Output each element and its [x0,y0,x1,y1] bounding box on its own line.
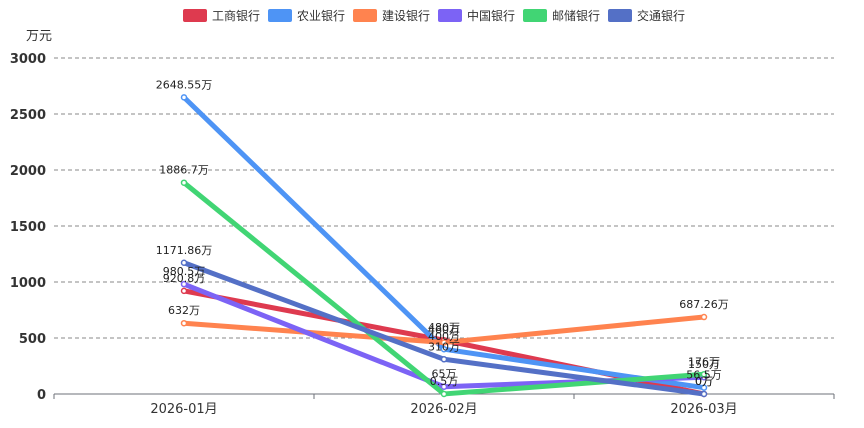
data-label: 2648.55万 [156,78,213,91]
y-tick-label: 1000 [10,276,46,291]
x-tick-label: 2026-03月 [670,402,737,417]
data-point[interactable] [440,383,448,390]
legend-item[interactable]: 中国银行 [438,8,515,23]
legend-item[interactable]: 邮储银行 [523,8,600,23]
legend-item[interactable]: 交通银行 [608,8,685,23]
legend-item[interactable]: 农业银行 [268,9,345,23]
data-label: 1171.86万 [156,244,213,257]
data-label: 0万 [695,375,713,388]
data-point[interactable] [440,390,448,398]
data-point[interactable] [700,313,708,321]
data-label: 176万 [688,355,720,368]
y-tick-label: 2500 [10,108,46,123]
y-tick-label: 1500 [10,220,46,235]
data-point[interactable] [700,384,708,391]
data-point[interactable] [440,356,448,363]
data-label: 687.26万 [679,298,729,311]
legend-swatch [268,9,292,22]
data-point[interactable] [700,390,708,398]
grid-lines [54,57,834,339]
y-axis: 0 500 1000 1500 2000 2500 3000 [10,52,46,403]
data-label: 980.5万 [163,265,206,278]
legend: 工商银行 农业银行 建设银行 中国银行 邮储银行 交通银行 [183,8,685,23]
data-label: 0万 [695,375,713,388]
data-point[interactable] [180,259,188,267]
legend-swatch [523,9,547,22]
y-tick-label: 0 [37,388,46,403]
data-label: 400万 [428,330,460,343]
x-axis: 2026-01月 2026-02月 2026-03月 [53,393,835,417]
legend-label: 工商银行 [212,8,260,23]
data-label: 632万 [168,304,200,317]
data-label: 920.8万 [163,272,206,285]
legend-item[interactable]: 工商银行 [183,8,260,23]
data-label: 150万 [688,358,720,371]
data-label: 460万 [428,323,460,336]
data-point[interactable] [440,345,448,353]
legend-label: 农业银行 [297,9,345,23]
data-label: 480万 [428,321,460,334]
data-labels: 920.8万 480万 0万 2648.55万 400万 56.5万 632万 460万 687… [156,78,729,388]
legend-label: 交通银行 [637,8,685,23]
legend-swatch [608,9,632,22]
data-point[interactable] [700,371,708,378]
data-label: 310万 [428,340,460,353]
x-tick-label: 2026-01月 [150,402,217,417]
legend-swatch [183,9,207,22]
data-label: 56.5万 [686,369,722,382]
data-point[interactable] [180,319,188,327]
legend-swatch [353,9,377,22]
y-axis-unit-label: 万元 [26,29,52,44]
y-tick-label: 2000 [10,164,46,179]
data-points [180,94,708,398]
y-tick-label: 500 [19,332,46,347]
legend-label: 中国银行 [467,8,515,23]
legend-swatch [438,9,462,22]
legend-item[interactable]: 建设银行 [353,9,430,23]
data-label: 65万 [432,368,457,381]
y-tick-label: 3000 [10,52,46,67]
x-tick-label: 2026-02月 [410,402,477,417]
data-point[interactable] [180,94,188,101]
data-point[interactable] [440,339,448,346]
data-label: 0.5万 [430,375,459,388]
data-label: 1886.7万 [159,164,209,177]
data-point[interactable] [180,179,188,186]
legend-label: 建设银行 [382,9,430,23]
data-point[interactable] [180,280,188,288]
legend-label: 邮储银行 [552,8,600,23]
data-point[interactable] [180,287,188,295]
